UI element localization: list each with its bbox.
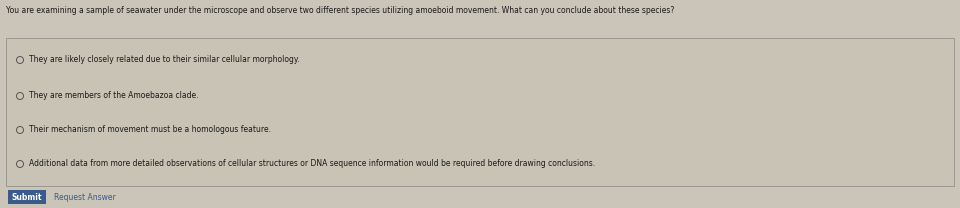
Circle shape: [16, 57, 23, 63]
Text: You are examining a sample of seawater under the microscope and observe two diff: You are examining a sample of seawater u…: [6, 6, 674, 15]
Text: Submit: Submit: [12, 192, 42, 202]
Text: They are likely closely related due to their similar cellular morphology.: They are likely closely related due to t…: [29, 56, 300, 64]
Text: Request Answer: Request Answer: [54, 192, 116, 202]
Text: Their mechanism of movement must be a homologous feature.: Their mechanism of movement must be a ho…: [29, 125, 271, 135]
Circle shape: [16, 93, 23, 99]
Circle shape: [16, 126, 23, 134]
FancyBboxPatch shape: [6, 38, 954, 186]
Text: Additional data from more detailed observations of cellular structures or DNA se: Additional data from more detailed obser…: [29, 160, 595, 168]
Circle shape: [16, 161, 23, 167]
Text: They are members of the Amoebazoa clade.: They are members of the Amoebazoa clade.: [29, 92, 199, 100]
FancyBboxPatch shape: [8, 190, 46, 204]
